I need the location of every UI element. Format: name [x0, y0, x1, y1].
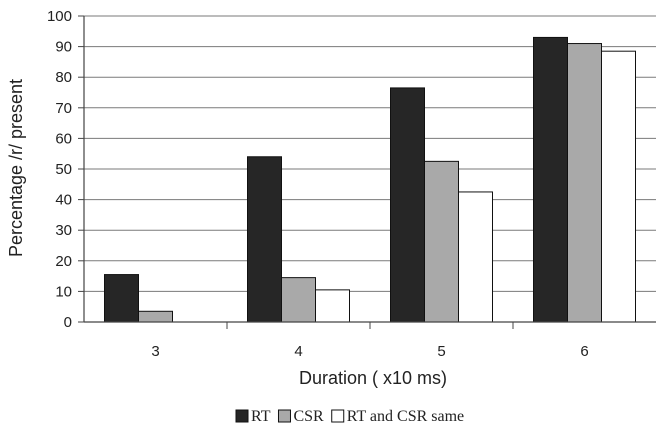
bar-csr-5 [424, 160, 459, 323]
y-tick-label: 100 [47, 8, 72, 25]
gridlines [84, 15, 656, 292]
bar-rt-and-csr-same-4 [315, 289, 350, 323]
y-tick-label: 20 [55, 253, 72, 270]
bar-rt-and-csr-same-5 [458, 191, 493, 323]
legend: RT CSR RT and CSR same [235, 408, 464, 425]
x-axis-title: Duration ( x10 ms) [299, 368, 447, 388]
bars [104, 36, 636, 323]
bar-csr-4 [281, 277, 316, 323]
y-tick-label: 30 [55, 222, 72, 239]
bar-rt-3 [104, 274, 139, 323]
legend-swatch [235, 409, 249, 423]
bar-rt-6 [533, 36, 568, 323]
bar-csr-6 [567, 43, 602, 323]
legend-swatch [277, 409, 291, 423]
y-axis-ticks: 0 10 20 30 40 50 60 70 80 90 100 [47, 8, 84, 331]
bar-rt-4 [247, 156, 282, 323]
y-tick-label: 0 [64, 314, 72, 331]
bar-rt-and-csr-same-6 [601, 50, 636, 323]
x-tick-label: 6 [580, 343, 588, 360]
y-tick-label: 10 [55, 283, 72, 300]
bar-rt-5 [390, 87, 425, 323]
x-tick-label: 3 [151, 343, 159, 360]
x-axis-ticks: 3 4 5 6 [151, 322, 589, 360]
y-tick-label: 40 [55, 192, 72, 209]
legend-label: CSR [293, 408, 324, 425]
y-tick-label: 60 [55, 130, 72, 147]
legend-swatch [331, 409, 345, 423]
bar-csr-3 [138, 310, 173, 323]
y-tick-label: 90 [55, 39, 72, 56]
legend-label: RT [251, 408, 271, 425]
x-tick-label: 4 [294, 343, 302, 360]
y-tick-label: 70 [55, 100, 72, 117]
y-axis-title: Percentage /r/ present [6, 79, 26, 257]
legend-label: RT and CSR same [347, 408, 464, 425]
x-tick-label: 5 [437, 343, 445, 360]
y-tick-label: 80 [55, 69, 72, 86]
y-tick-label: 50 [55, 161, 72, 178]
